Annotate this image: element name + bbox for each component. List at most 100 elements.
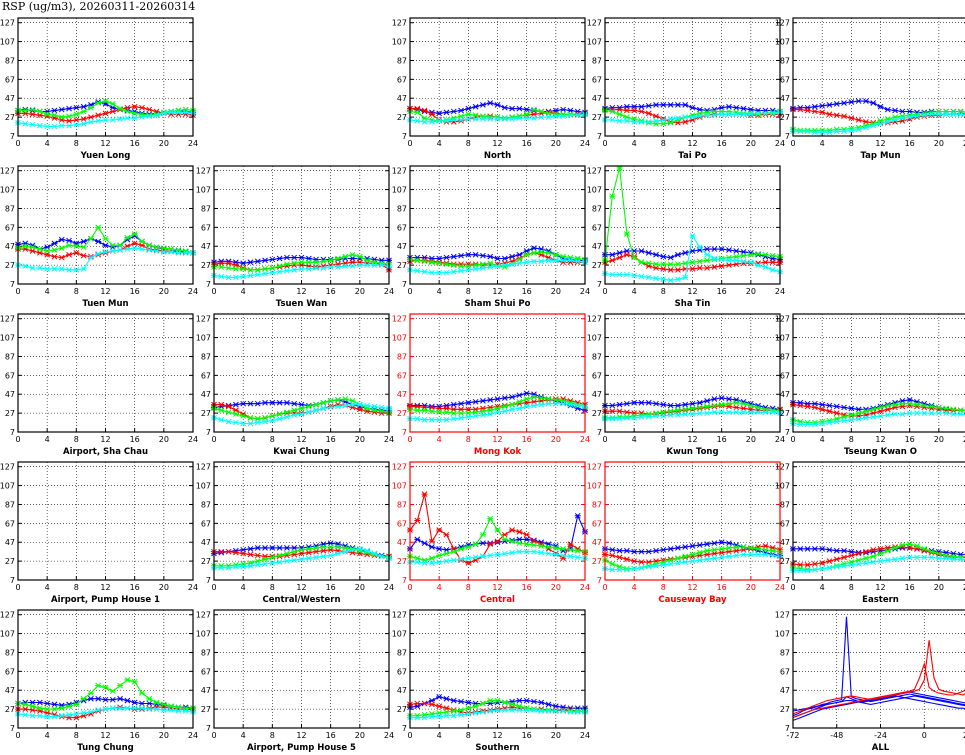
- data-point: [421, 416, 428, 423]
- data-point: [465, 399, 472, 406]
- panel: 7 27 47 67 87 107 127 0 4 8 12 16 20 24 Central/Wester…: [196, 461, 394, 605]
- x-tick-label: 0: [922, 731, 927, 740]
- x-tick-label: 20: [934, 139, 944, 148]
- data-point: [826, 402, 833, 409]
- y-tick-label: 27: [780, 705, 790, 714]
- data-point: [73, 249, 80, 256]
- data-point: [718, 409, 725, 416]
- data-point: [414, 559, 421, 565]
- data-point: [819, 545, 826, 552]
- x-tick-label: 24: [580, 287, 590, 296]
- x-tick-label: 16: [717, 139, 727, 148]
- x-tick-label: 4: [820, 139, 825, 148]
- data-point: [733, 404, 740, 411]
- data-point: [704, 112, 711, 119]
- data-point: [95, 707, 102, 713]
- data-point: [862, 408, 869, 415]
- data-point: [747, 111, 754, 118]
- data-point: [884, 118, 891, 125]
- panel-title: Tung Chung: [77, 743, 134, 753]
- y-tick-label: 87: [397, 352, 407, 361]
- data-point: [225, 260, 232, 267]
- data-point: [870, 559, 877, 565]
- x-tick-label: 24: [963, 435, 965, 444]
- y-tick-label: 127: [0, 315, 15, 324]
- data-point: [623, 118, 630, 124]
- data-point: [283, 254, 290, 261]
- panel-frame: [792, 609, 965, 729]
- x-tick-label: 20: [551, 583, 561, 592]
- x-tick-label: 12: [492, 139, 502, 148]
- x-tick-label: 12: [100, 731, 110, 740]
- y-tick-label: 27: [5, 705, 15, 714]
- data-point: [718, 246, 725, 252]
- data-point: [725, 254, 732, 261]
- data-point: [957, 551, 964, 558]
- data-point: [841, 404, 848, 411]
- data-point: [73, 701, 80, 708]
- x-tick-label: 16: [130, 435, 140, 444]
- x-tick-label: 12: [100, 139, 110, 148]
- data-point: [262, 561, 269, 567]
- data-point: [509, 406, 516, 413]
- data-point: [574, 111, 581, 118]
- x-tick-label: 24: [963, 583, 965, 592]
- data-point: [509, 261, 516, 268]
- data-point: [465, 544, 472, 550]
- data-point: [182, 249, 189, 256]
- data-point: [892, 404, 899, 411]
- x-tick-label: 0: [407, 583, 412, 592]
- data-point: [22, 110, 29, 117]
- data-point: [276, 545, 283, 551]
- data-point: [674, 555, 681, 562]
- data-point: [667, 261, 674, 268]
- y-tick-label: 47: [201, 242, 211, 251]
- panel: 7 27 47 67 87 107 127 0 4 8 12 16 20 24 Southern: [392, 609, 590, 753]
- data-point: [22, 711, 29, 718]
- data-point: [755, 251, 762, 258]
- data-point: [811, 561, 818, 567]
- y-tick-label: 27: [397, 557, 407, 566]
- data-point: [674, 261, 681, 268]
- x-tick-label: -48: [830, 731, 843, 740]
- data-point: [109, 101, 116, 107]
- y-tick-label: 87: [5, 204, 15, 213]
- x-tick-label: 8: [270, 731, 275, 740]
- data-point: [349, 401, 356, 408]
- data-point: [538, 249, 545, 255]
- panel-title: Airport, Pump House 1: [51, 595, 160, 605]
- data-point: [371, 403, 378, 410]
- data-point: [501, 707, 508, 713]
- data-point: [487, 552, 494, 559]
- data-point: [298, 556, 305, 563]
- panel: 7 27 47 67 87 107 127 0 4 8 12 16 20 24 Central: [392, 461, 590, 605]
- data-point: [725, 108, 732, 115]
- data-point: [667, 266, 674, 273]
- y-tick-label: 107: [392, 186, 407, 195]
- data-point: [436, 713, 443, 720]
- x-tick-label: 12: [492, 435, 502, 444]
- data-point: [458, 711, 465, 718]
- x-tick-label: 24: [775, 583, 785, 592]
- data-point: [616, 554, 623, 561]
- x-tick-label: 4: [241, 287, 246, 296]
- data-point: [66, 266, 73, 273]
- x-tick-label: 8: [466, 583, 471, 592]
- data-point: [87, 254, 94, 261]
- data-point: [109, 242, 116, 249]
- data-point: [892, 107, 899, 114]
- data-point: [276, 399, 283, 406]
- data-point: [58, 705, 65, 712]
- data-point: [653, 118, 660, 124]
- panel-frame: [409, 461, 586, 581]
- data-point: [545, 544, 552, 550]
- data-point: [574, 258, 581, 265]
- data-point: [465, 710, 472, 717]
- data-point: [616, 566, 623, 573]
- data-point: [538, 707, 545, 713]
- data-point: [168, 249, 175, 255]
- data-point: [560, 400, 567, 407]
- y-tick-label: 107: [196, 630, 211, 639]
- panel: 7 27 47 67 87 107 127 0 4 8 12 16 20 24 Tseung Kwan O: [775, 313, 965, 457]
- x-tick-label: 8: [74, 583, 79, 592]
